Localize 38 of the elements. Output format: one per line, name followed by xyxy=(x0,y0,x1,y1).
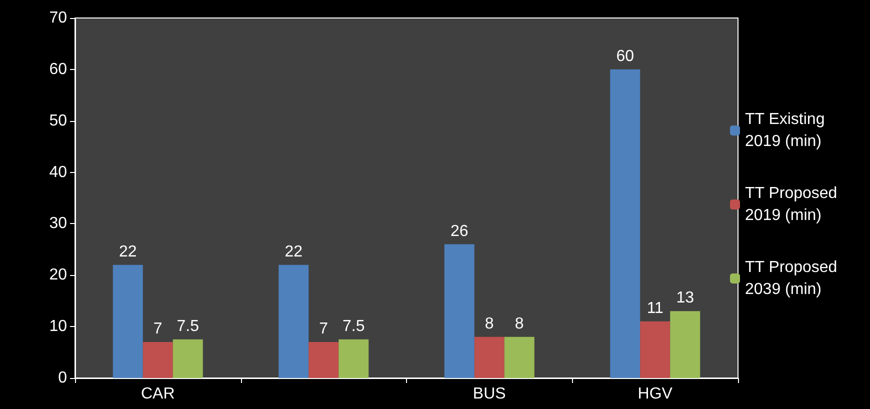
data-label: 7 xyxy=(319,320,328,338)
bar xyxy=(670,311,700,378)
bar xyxy=(610,69,640,378)
x-tick-label: BUS xyxy=(472,386,506,402)
legend-label: TT Proposed 2019 (min) xyxy=(745,185,842,224)
bar xyxy=(444,244,474,378)
y-tick-label: 70 xyxy=(49,10,68,26)
data-label: 26 xyxy=(450,222,468,240)
data-label: 60 xyxy=(616,48,634,65)
bar xyxy=(474,336,504,378)
data-label: 22 xyxy=(118,243,137,260)
data-label: 7.5 xyxy=(342,318,365,335)
y-tick-label: 40 xyxy=(49,164,68,181)
data-label: 8 xyxy=(514,315,524,332)
bar xyxy=(504,336,534,378)
data-label: 8 xyxy=(484,315,494,332)
data-label: 7.5 xyxy=(176,318,200,335)
data-label: 22 xyxy=(284,243,303,260)
y-tick-label: 20 xyxy=(49,266,68,284)
bar xyxy=(338,339,369,378)
data-label: 11 xyxy=(646,300,664,317)
data-label: 7 xyxy=(153,320,162,338)
legend-label: TT Existing 2019 (min) xyxy=(745,111,830,150)
x-tick-label: HGV xyxy=(638,386,673,402)
legend-label: TT Proposed 2039 (min) xyxy=(745,259,842,298)
x-tick-label: CAR xyxy=(140,386,175,402)
bar xyxy=(142,342,173,378)
bar xyxy=(172,339,203,378)
bar xyxy=(278,264,309,378)
y-tick-label: 10 xyxy=(49,318,68,336)
y-tick-label: 60 xyxy=(49,60,68,78)
y-tick-label: 0 xyxy=(58,370,68,386)
bar xyxy=(640,321,670,378)
y-tick-label: 50 xyxy=(49,112,68,130)
bar xyxy=(308,342,339,378)
bar xyxy=(112,264,143,378)
y-tick-label: 30 xyxy=(49,215,68,232)
data-label: 13 xyxy=(676,290,694,307)
